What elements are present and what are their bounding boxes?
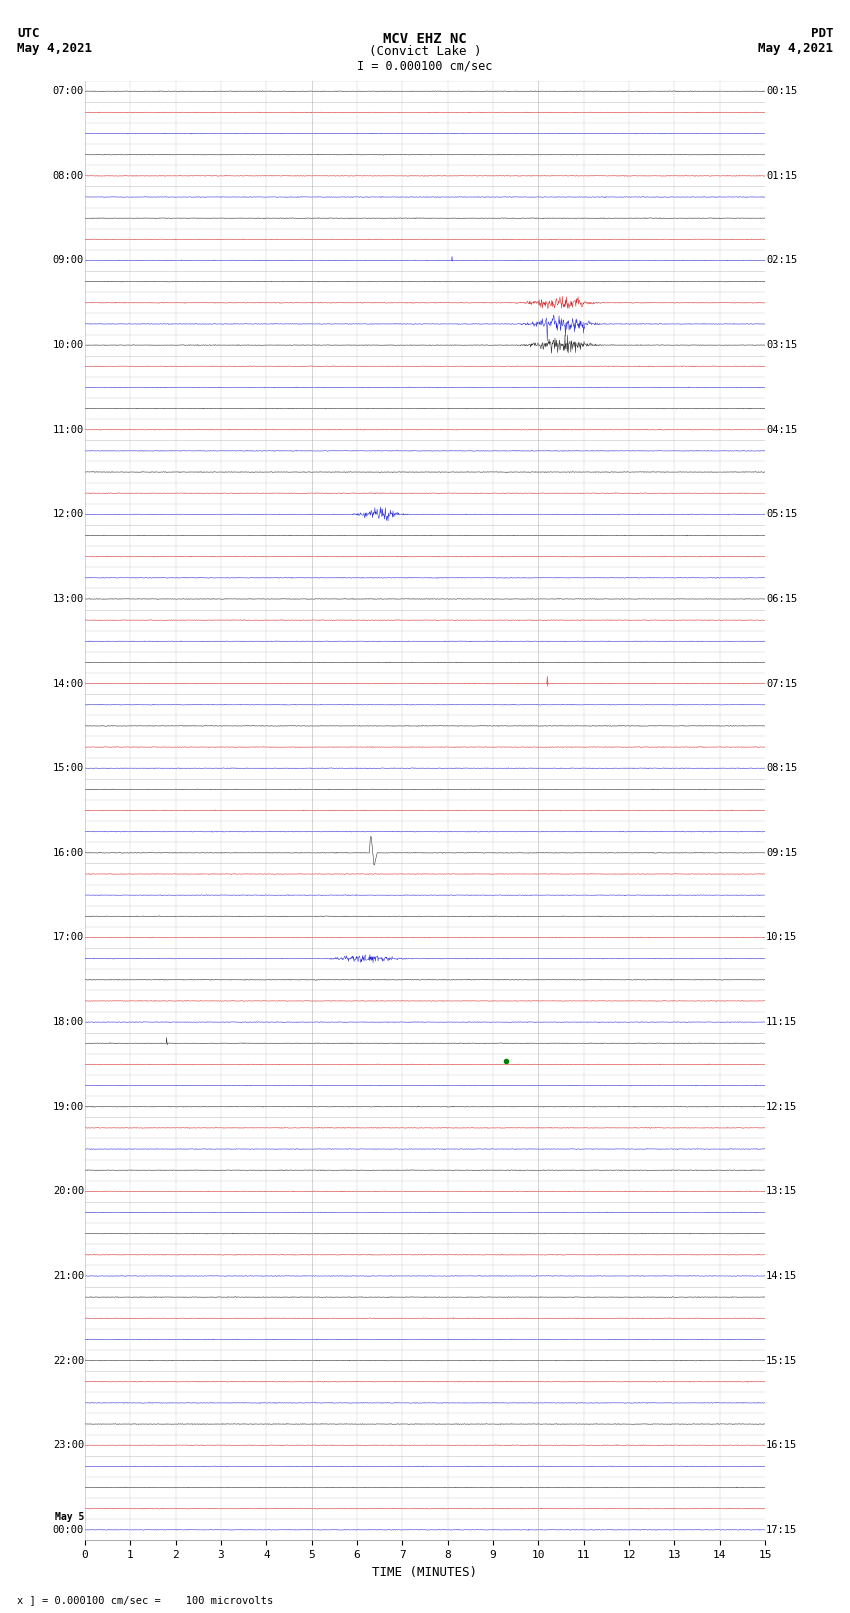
Text: 00:00: 00:00 xyxy=(53,1524,84,1536)
Text: MCV EHZ NC: MCV EHZ NC xyxy=(383,32,467,47)
Text: 20:00: 20:00 xyxy=(53,1186,84,1197)
Text: 15:00: 15:00 xyxy=(53,763,84,773)
Text: 05:15: 05:15 xyxy=(766,510,797,519)
Text: 07:00: 07:00 xyxy=(53,85,84,97)
Text: 17:15: 17:15 xyxy=(766,1524,797,1536)
Text: 10:15: 10:15 xyxy=(766,932,797,942)
Text: 16:15: 16:15 xyxy=(766,1440,797,1450)
Text: May 4,2021: May 4,2021 xyxy=(758,42,833,55)
Text: I = 0.000100 cm/sec: I = 0.000100 cm/sec xyxy=(357,60,493,73)
Text: 07:15: 07:15 xyxy=(766,679,797,689)
Text: 06:15: 06:15 xyxy=(766,594,797,603)
Text: May 5: May 5 xyxy=(54,1511,84,1523)
Text: 01:15: 01:15 xyxy=(766,171,797,181)
Text: 19:00: 19:00 xyxy=(53,1102,84,1111)
Text: 16:00: 16:00 xyxy=(53,848,84,858)
Text: May 4,2021: May 4,2021 xyxy=(17,42,92,55)
Text: 14:15: 14:15 xyxy=(766,1271,797,1281)
Text: 15:15: 15:15 xyxy=(766,1355,797,1366)
Text: 17:00: 17:00 xyxy=(53,932,84,942)
Text: (Convict Lake ): (Convict Lake ) xyxy=(369,45,481,58)
Text: 13:00: 13:00 xyxy=(53,594,84,603)
Text: UTC: UTC xyxy=(17,27,39,40)
Text: x ] = 0.000100 cm/sec =    100 microvolts: x ] = 0.000100 cm/sec = 100 microvolts xyxy=(17,1595,273,1605)
Text: 14:00: 14:00 xyxy=(53,679,84,689)
Text: 22:00: 22:00 xyxy=(53,1355,84,1366)
Text: 09:00: 09:00 xyxy=(53,255,84,266)
Text: 23:00: 23:00 xyxy=(53,1440,84,1450)
X-axis label: TIME (MINUTES): TIME (MINUTES) xyxy=(372,1566,478,1579)
Text: 21:00: 21:00 xyxy=(53,1271,84,1281)
Text: PDT: PDT xyxy=(811,27,833,40)
Text: 18:00: 18:00 xyxy=(53,1018,84,1027)
Text: 12:00: 12:00 xyxy=(53,510,84,519)
Text: 04:15: 04:15 xyxy=(766,424,797,436)
Text: 11:00: 11:00 xyxy=(53,424,84,436)
Text: 00:15: 00:15 xyxy=(766,85,797,97)
Text: 11:15: 11:15 xyxy=(766,1018,797,1027)
Text: 13:15: 13:15 xyxy=(766,1186,797,1197)
Text: 03:15: 03:15 xyxy=(766,340,797,350)
Text: 08:15: 08:15 xyxy=(766,763,797,773)
Text: 09:15: 09:15 xyxy=(766,848,797,858)
Text: 02:15: 02:15 xyxy=(766,255,797,266)
Text: 10:00: 10:00 xyxy=(53,340,84,350)
Text: 08:00: 08:00 xyxy=(53,171,84,181)
Text: 12:15: 12:15 xyxy=(766,1102,797,1111)
